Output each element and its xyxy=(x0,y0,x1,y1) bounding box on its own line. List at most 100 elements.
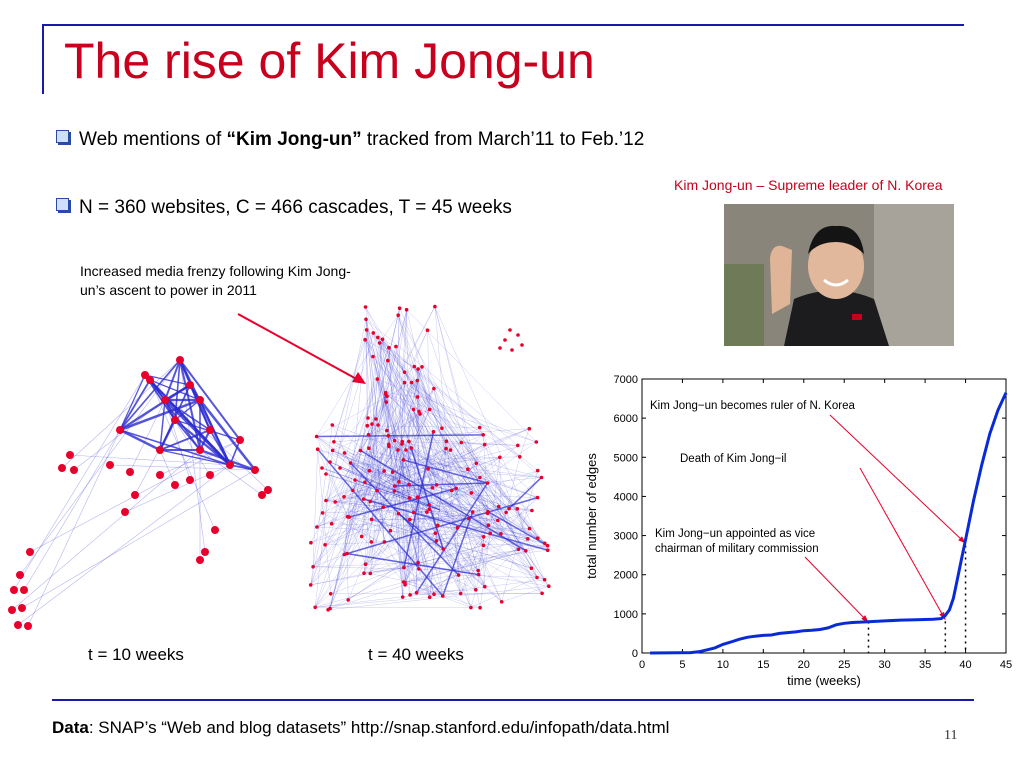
network-node xyxy=(383,392,388,396)
network-edge xyxy=(364,482,545,580)
network-node xyxy=(342,552,347,557)
network-edge xyxy=(321,467,441,511)
network-edge xyxy=(347,441,403,517)
network-node xyxy=(417,567,421,571)
network-edge xyxy=(350,462,502,602)
network-node xyxy=(201,548,209,556)
network-node xyxy=(412,364,417,369)
network-edge xyxy=(409,513,488,520)
network-node xyxy=(535,575,539,580)
network-edge xyxy=(13,374,146,591)
network-node xyxy=(527,526,532,531)
x-tick-label: 0 xyxy=(639,659,645,671)
network-edge xyxy=(365,306,379,426)
network-edge xyxy=(427,468,437,541)
network-node xyxy=(26,548,34,556)
network-edge xyxy=(373,332,530,529)
network-node xyxy=(407,482,411,487)
network-edge xyxy=(379,342,452,491)
network-node xyxy=(425,328,430,332)
network-edge xyxy=(348,498,364,518)
network-edge xyxy=(317,449,348,517)
network-edge xyxy=(446,441,526,551)
network-node xyxy=(458,591,463,596)
network-node xyxy=(415,378,420,383)
network-edge xyxy=(373,332,421,415)
network-edge xyxy=(409,448,447,520)
network-edge xyxy=(312,485,395,568)
network-node xyxy=(474,588,478,592)
network-edge xyxy=(417,396,420,569)
network-edge xyxy=(360,449,527,552)
network-edge xyxy=(385,392,414,513)
network-node xyxy=(324,498,328,503)
network-node xyxy=(364,317,368,322)
network-edge xyxy=(427,330,489,512)
network-edge xyxy=(421,366,479,575)
network-edge xyxy=(482,434,489,512)
network-edge xyxy=(417,380,548,551)
network-node xyxy=(394,344,398,349)
network-edge xyxy=(332,409,430,451)
network-node xyxy=(377,341,382,345)
network-node xyxy=(515,507,520,511)
network-edge xyxy=(329,346,397,609)
network-edge xyxy=(344,452,430,598)
network-node xyxy=(529,566,534,570)
network-node xyxy=(371,331,376,335)
network-edge xyxy=(413,409,433,488)
network-node xyxy=(414,590,419,595)
network-node xyxy=(24,622,32,630)
network-edge xyxy=(344,369,419,555)
network-edge xyxy=(433,388,443,429)
network-node xyxy=(366,416,370,420)
network-edge xyxy=(159,439,241,476)
network-edge xyxy=(325,470,385,501)
network-edge xyxy=(371,309,407,520)
network-edge xyxy=(310,490,395,586)
network-edge xyxy=(346,441,410,554)
network-node xyxy=(441,547,446,551)
network-node xyxy=(477,425,482,430)
network-edge xyxy=(354,479,441,511)
network-edge xyxy=(371,519,532,569)
bullet-text: Web mentions of xyxy=(79,129,227,150)
network-edge xyxy=(366,329,368,426)
network-edge xyxy=(316,436,486,587)
network-node xyxy=(384,400,389,404)
network-node xyxy=(308,583,313,587)
network-edge xyxy=(441,428,461,594)
network-edge xyxy=(119,374,146,431)
network-edge xyxy=(432,487,458,528)
network-edge xyxy=(369,490,378,502)
network-node xyxy=(171,416,179,424)
network-node xyxy=(358,448,363,453)
network-node xyxy=(542,577,547,582)
network-edge xyxy=(413,409,461,594)
network-node xyxy=(440,426,444,430)
network-edge xyxy=(427,468,543,594)
x-tick-label: 10 xyxy=(717,659,729,671)
network-node xyxy=(478,605,482,610)
network-edge xyxy=(314,366,423,608)
network-edge xyxy=(364,339,457,489)
network-edge xyxy=(317,448,444,597)
network-note: Increased media frenzy following Kim Jon… xyxy=(80,263,351,298)
network-edge xyxy=(373,332,542,478)
network-edge xyxy=(408,441,545,544)
network-node xyxy=(433,531,438,535)
network-edge xyxy=(348,409,430,600)
network-edge xyxy=(413,512,437,542)
network-edge xyxy=(17,464,231,626)
network-edge xyxy=(388,411,420,445)
network-node xyxy=(211,526,219,534)
network-node xyxy=(106,461,114,469)
network-edge xyxy=(365,441,537,565)
network-node xyxy=(359,534,364,539)
network-edge xyxy=(479,445,518,478)
network-node xyxy=(342,451,347,455)
network-node xyxy=(345,514,350,519)
network-edge xyxy=(376,394,386,491)
network-node xyxy=(363,562,368,566)
network-edge xyxy=(388,444,419,563)
